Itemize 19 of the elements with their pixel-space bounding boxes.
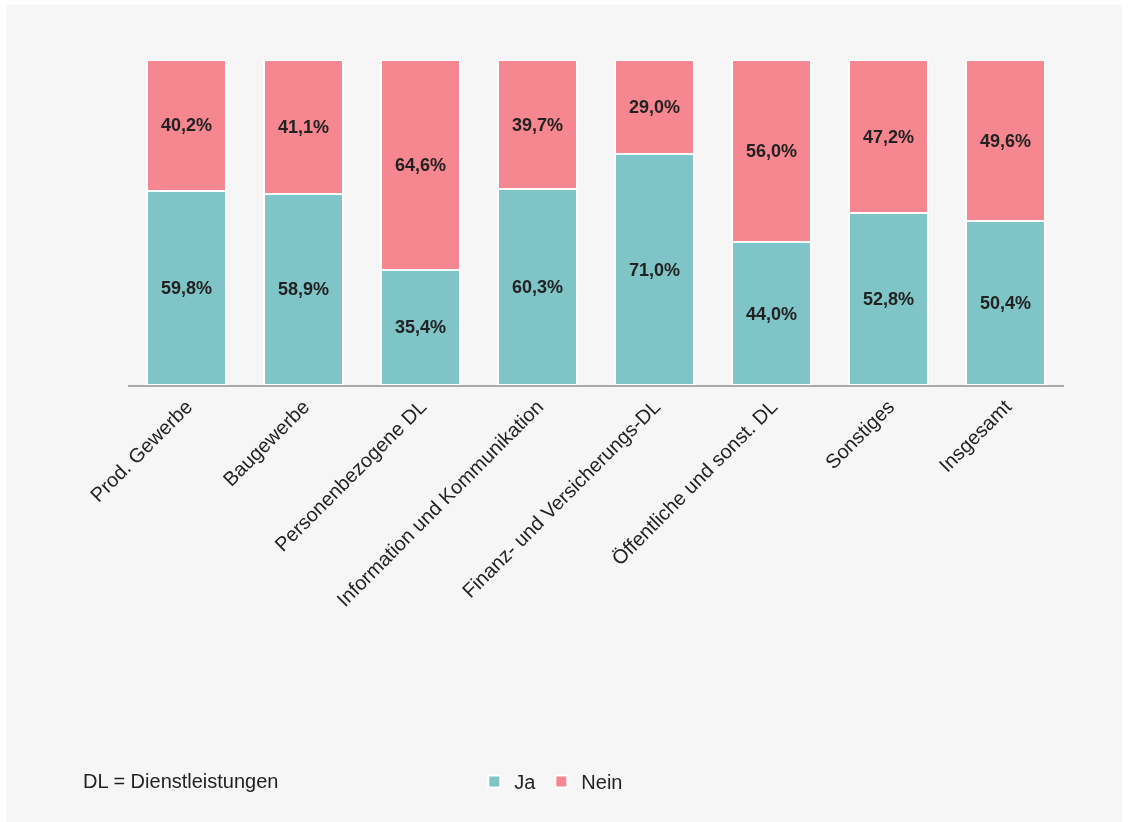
- data-label: 56,0%: [745, 141, 798, 161]
- data-label: 49,6%: [979, 130, 1032, 151]
- data-label: 40,2%: [160, 115, 213, 136]
- data-label: 50,4%: [979, 293, 1032, 314]
- data-label: 52,8%: [862, 289, 915, 310]
- data-label: 71,0%: [628, 259, 681, 280]
- data-label: 29,0%: [628, 97, 681, 118]
- data-label: 35,4%: [394, 317, 447, 338]
- data-label: 58,9%: [277, 279, 330, 300]
- legend-label: Nein: [581, 771, 623, 794]
- data-label: 60,3%: [511, 277, 564, 298]
- data-label: 47,2%: [862, 126, 915, 147]
- data-label: 39,7%: [511, 114, 564, 135]
- data-label: 41,1%: [277, 116, 330, 137]
- data-label: 44,0%: [745, 303, 798, 324]
- data-label: 59,8%: [160, 277, 213, 298]
- text: DL = Dienstleistungen: [83, 770, 279, 792]
- data-label: 64,6%: [394, 154, 447, 175]
- legend-label: Ja: [514, 771, 537, 794]
